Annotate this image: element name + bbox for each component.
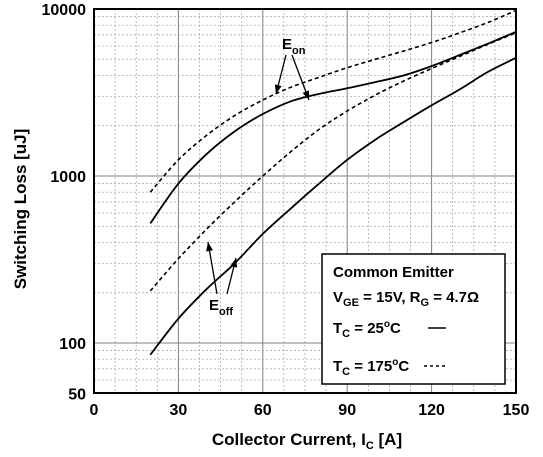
legend-conditions: VGE = 15V, RG = 4.7Ω — [333, 289, 479, 309]
y-axis-title: Switching Loss [uJ] — [11, 129, 30, 290]
eoff-label: Eoff — [209, 297, 233, 318]
legend-box — [321, 253, 506, 385]
eon-label: Eon — [282, 36, 306, 57]
x-tick-label: 150 — [503, 402, 530, 419]
plot-frame — [93, 8, 517, 394]
x-tick-label: 60 — [254, 402, 272, 419]
tick-labels: 0 30 60 90 120 150 10000 1000 100 50 — [42, 2, 530, 419]
eon-arrow-dashed-head — [274, 84, 282, 94]
x-tick-label: 30 — [170, 402, 188, 419]
y-tick-label: 50 — [68, 386, 86, 403]
annotation-arrows — [206, 54, 310, 295]
eoff-arrow-dashed-head — [206, 242, 213, 252]
legend: Common Emitter VGE = 15V, RG = 4.7Ω TC =… — [321, 253, 506, 385]
eoff-25c-curve — [149, 56, 517, 356]
eon-25c-curve — [149, 30, 517, 224]
legend-title: Common Emitter — [333, 264, 454, 281]
y-tick-label: 1000 — [50, 169, 86, 186]
x-tick-label: 120 — [418, 402, 445, 419]
curves — [149, 9, 517, 356]
y-tick-label: 10000 — [42, 2, 87, 19]
x-axis-title: Collector Current, IC [A] — [212, 430, 402, 452]
legend-t25: TC = 25oC — [333, 319, 401, 340]
x-tick-label: 90 — [338, 402, 356, 419]
y-tick-label: 100 — [59, 336, 86, 353]
eon-arrow-solid-head — [302, 90, 310, 100]
x-tick-label: 0 — [90, 402, 99, 419]
legend-t175: TC = 175oC — [333, 357, 409, 378]
eoff-arrow-solid-head — [230, 258, 238, 268]
eoff-175c-curve — [149, 32, 517, 292]
eon-175c-curve — [149, 9, 517, 193]
